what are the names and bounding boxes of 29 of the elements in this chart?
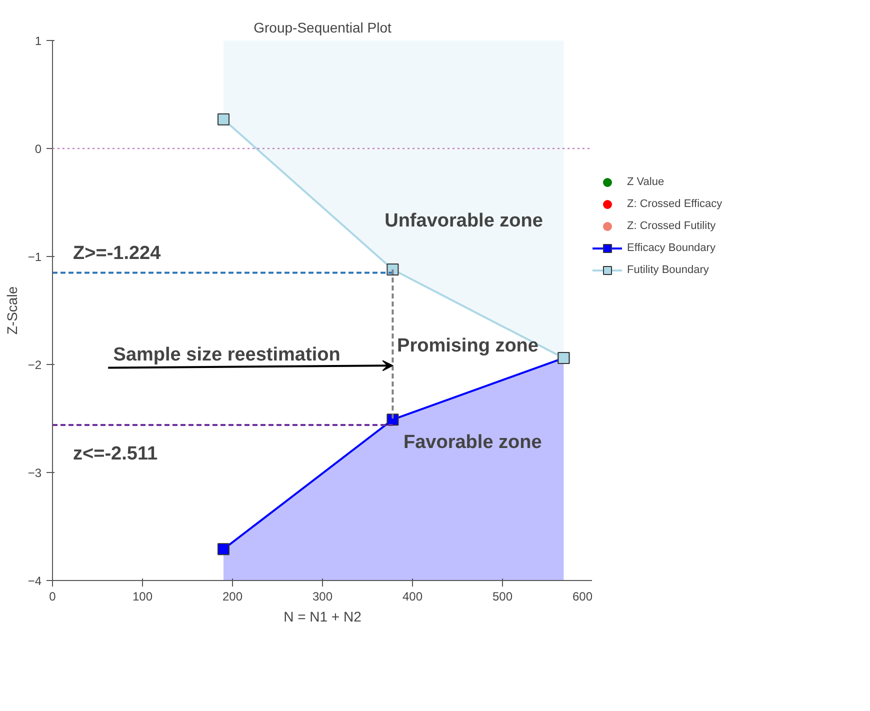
y-tick-label: −2	[28, 358, 42, 372]
x-axis-title: N = N1 + N2	[284, 608, 362, 624]
point	[218, 543, 230, 556]
legend-label: Z: Crossed Efficacy	[627, 198, 722, 210]
x-tick-label: 500	[492, 590, 513, 604]
y-tick-label: −3	[28, 466, 42, 480]
annotation: z<=-2.511	[73, 444, 158, 465]
annotation: Favorable zone	[404, 432, 542, 453]
x-tick-label: 0	[49, 590, 56, 604]
y-tick-label: 1	[34, 34, 42, 48]
legend-label: Efficacy Boundary	[627, 242, 716, 254]
y-tick-label: −4	[28, 574, 42, 588]
y-tick-label: 0	[34, 142, 42, 156]
legend-label: Z Value	[627, 176, 664, 188]
annotation: Unfavorable zone	[384, 210, 543, 232]
x-tick-label: 100	[132, 590, 153, 604]
chart-title: Group-Sequential Plot	[254, 20, 392, 36]
x-tick-label: 200	[222, 590, 243, 604]
x-tick-label: 400	[402, 590, 423, 604]
point	[218, 113, 230, 126]
annotation: Promising zone	[397, 336, 538, 357]
y-tick-label: −1	[28, 250, 42, 264]
annotation: Sample size reestimation	[113, 344, 340, 366]
legend-label: Z: Crossed Futility	[627, 220, 716, 232]
x-tick-label: 600	[572, 590, 593, 604]
annotation: Z>=-1.224	[73, 242, 162, 264]
x-tick-label: 300	[312, 590, 333, 604]
y-axis-title: Z-Scale	[4, 286, 20, 335]
legend-label: Futility Boundary	[627, 264, 709, 276]
